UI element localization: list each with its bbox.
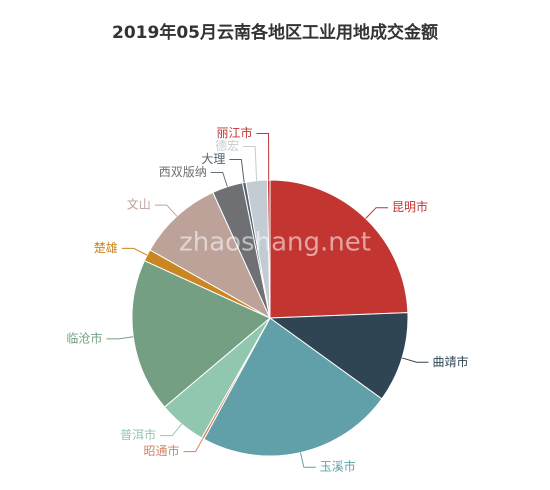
leader-line — [121, 247, 148, 256]
pie-slice — [149, 191, 272, 320]
slice-label: 西双版纳 — [159, 165, 207, 179]
slice-label: 昭通市 — [144, 443, 180, 458]
leader-line — [210, 171, 228, 187]
watermark: zhaoshang.net — [179, 228, 371, 258]
leader-line — [256, 132, 270, 181]
slice-label: 玉溪市 — [320, 459, 356, 474]
slice-label: 普洱市 — [120, 427, 156, 442]
slice-label: 临沧市 — [66, 330, 102, 345]
leader-line — [401, 357, 429, 363]
slice-label: 楚雄 — [94, 240, 118, 255]
leader-line — [365, 207, 389, 219]
leader-line — [300, 452, 316, 468]
pie-slice — [131, 260, 271, 408]
slice-label: 昆明市 — [392, 199, 428, 214]
slice-label: 文山 — [127, 197, 151, 212]
slice-label: 丽江市 — [217, 125, 253, 140]
leader-line — [160, 423, 183, 437]
leader-line — [183, 438, 204, 453]
slice-label: 曲靖市 — [432, 354, 468, 369]
slice-label: 德宏 — [215, 138, 239, 153]
leader-line — [243, 145, 258, 181]
slice-label: 大理 — [201, 152, 225, 166]
leader-line — [106, 336, 134, 340]
pie-slice — [203, 317, 383, 457]
leader-line — [154, 204, 178, 217]
chart-title: 2019年05月云南各地区工业用地成交金额 — [112, 22, 438, 43]
leader-line — [229, 158, 245, 183]
pie-slice — [268, 312, 409, 400]
